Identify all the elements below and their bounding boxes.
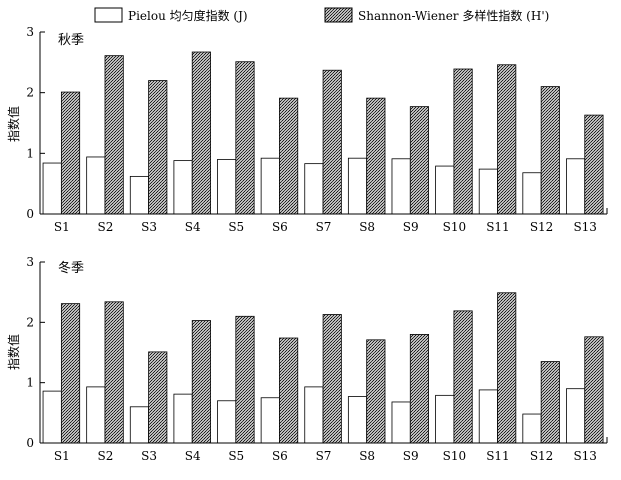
bar-pielou xyxy=(347,157,368,215)
bar-pielou xyxy=(260,157,280,215)
legend-swatch-shannon xyxy=(324,7,353,23)
y-tick-label: 0 xyxy=(26,207,34,221)
x-tick-label: S2 xyxy=(97,220,113,234)
y-tick-label: 1 xyxy=(26,376,34,390)
y-tick-label: 2 xyxy=(26,86,34,100)
x-tick-label: S5 xyxy=(228,449,244,463)
x-tick-label: S1 xyxy=(54,449,70,463)
x-tick-label: S9 xyxy=(403,449,419,463)
bar-pielou xyxy=(173,160,193,215)
bar-shannon xyxy=(148,80,168,215)
bar-shannon xyxy=(235,61,255,215)
bar-pielou xyxy=(522,172,542,215)
bar-shannon xyxy=(409,333,430,444)
y-tick-label: 3 xyxy=(26,25,34,39)
bar-shannon xyxy=(540,361,560,444)
bar-shannon xyxy=(279,97,299,215)
legend-label-shannon: Shannon-Wiener 多样性指数 (H') xyxy=(358,8,549,23)
legend-swatch-pielou xyxy=(94,7,123,23)
x-tick-label: S4 xyxy=(185,449,201,463)
x-tick-label: S2 xyxy=(97,449,113,463)
x-tick-label: S8 xyxy=(359,449,375,463)
bar-shannon xyxy=(540,86,560,215)
x-tick-label: S13 xyxy=(573,220,597,234)
bar-pielou xyxy=(347,396,368,444)
x-tick-label: S6 xyxy=(272,220,288,234)
bar-pielou xyxy=(217,400,237,444)
y-tick-label: 0 xyxy=(26,436,34,450)
panel-autumn: 秋季 指数值 S1 S2 S3 S4 S5 S6 S7 S8 S9 S10 S11 S12 S13 0 1 2… xyxy=(6,25,608,234)
x-tick-label: S8 xyxy=(359,220,375,234)
x-tick-label: S3 xyxy=(141,449,157,463)
y-axis-label: 指数值 xyxy=(6,334,21,370)
bar-pielou xyxy=(86,156,106,215)
bar-pielou xyxy=(173,393,193,444)
bar-shannon xyxy=(497,64,517,215)
x-tick-label: S7 xyxy=(316,220,332,234)
bar-shannon xyxy=(366,97,386,215)
x-tick-label: S10 xyxy=(443,220,467,234)
bar-pielou xyxy=(522,413,542,444)
bar-shannon xyxy=(60,303,81,444)
bar-pielou xyxy=(217,158,237,215)
bar-shannon xyxy=(453,310,473,444)
bar-shannon xyxy=(60,91,81,215)
bar-pielou xyxy=(566,388,586,444)
x-tick-label: S11 xyxy=(486,449,510,463)
bar-pielou xyxy=(42,390,62,444)
x-tick-label: S13 xyxy=(573,449,597,463)
y-tick-label: 2 xyxy=(26,315,34,329)
bar-shannon xyxy=(322,69,342,215)
y-tick-label: 3 xyxy=(26,255,34,269)
bar-pielou xyxy=(435,165,455,215)
bar-pielou xyxy=(435,394,455,444)
bar-pielou xyxy=(129,175,149,215)
x-tick-label: S10 xyxy=(443,449,467,463)
x-tick-label: S7 xyxy=(316,449,332,463)
bar-pielou xyxy=(42,162,62,215)
bar-shannon xyxy=(584,114,604,215)
bar-shannon xyxy=(104,301,124,444)
bar-pielou xyxy=(260,397,280,444)
x-tick-label: S12 xyxy=(530,220,554,234)
panel-label: 秋季 xyxy=(58,33,84,48)
bar-shannon xyxy=(148,351,168,444)
bar-shannon xyxy=(584,336,604,444)
bar-shannon xyxy=(191,320,211,444)
x-tick-label: S4 xyxy=(185,220,201,234)
bar-pielou xyxy=(129,406,149,444)
bar-pielou xyxy=(478,168,498,215)
panel-label: 冬季 xyxy=(58,260,84,276)
bar-shannon xyxy=(279,337,299,444)
bar-shannon xyxy=(497,292,517,444)
x-tick-label: S11 xyxy=(486,220,510,234)
bar-shannon xyxy=(366,339,386,444)
x-tick-label: S1 xyxy=(54,220,70,234)
x-tick-label: S6 xyxy=(272,449,288,463)
bar-pielou xyxy=(391,158,411,215)
y-tick-label: 1 xyxy=(26,146,34,160)
bar-pielou xyxy=(391,401,411,444)
panel-winter: 冬季 指数值 S1 S2 S3 S4 S5 S6 S7 S8 S9 S10 S11 S12 S13 0 1 2… xyxy=(6,255,608,463)
x-tick-label: S12 xyxy=(530,449,554,463)
bar-pielou xyxy=(86,386,106,444)
bar-shannon xyxy=(235,315,255,444)
legend-label-pielou: Pielou 均匀度指数 (J) xyxy=(128,8,248,23)
x-tick-label: S9 xyxy=(403,220,419,234)
bar-shannon xyxy=(322,314,342,444)
bar-pielou xyxy=(304,163,324,215)
bar-shannon xyxy=(453,68,473,215)
bar-pielou xyxy=(566,158,586,215)
x-tick-label: S3 xyxy=(141,220,157,234)
bar-shannon xyxy=(191,51,211,215)
bar-pielou xyxy=(478,389,498,444)
y-axis-label: 指数值 xyxy=(6,106,21,142)
bar-shannon xyxy=(409,106,430,215)
bar-shannon xyxy=(104,55,124,215)
bar-pielou xyxy=(304,386,324,444)
legend: Pielou 均匀度指数 (J) Shannon-Wiener 多样性指数 (H… xyxy=(94,7,549,23)
x-tick-label: S5 xyxy=(228,220,244,234)
